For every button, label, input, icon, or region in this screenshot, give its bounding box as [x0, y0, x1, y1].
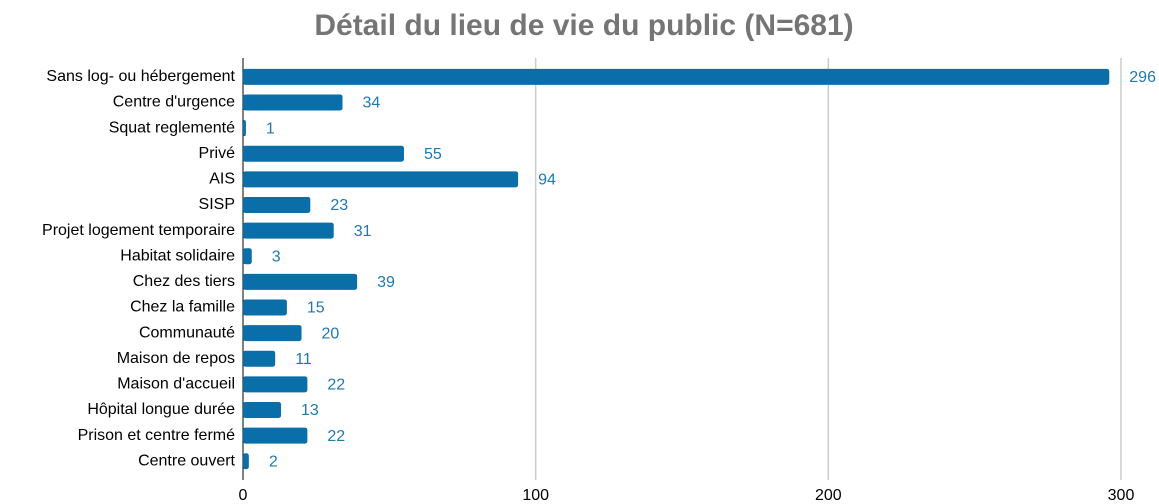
value-label: 11	[295, 351, 312, 368]
chart-title: Détail du lieu de vie du public (N=681)	[314, 9, 853, 42]
bar	[243, 94, 343, 111]
value-label: 31	[354, 223, 372, 240]
value-label: 94	[538, 172, 556, 189]
bar	[243, 171, 519, 188]
y-tick-label: Prison et centre fermé	[78, 427, 236, 444]
x-tick-label: 0	[239, 487, 248, 504]
bar	[243, 248, 252, 265]
y-tick-label: Maison de repos	[117, 350, 235, 367]
bar	[243, 325, 302, 342]
value-label: 2	[269, 453, 278, 470]
bar	[243, 273, 358, 290]
value-label: 3	[272, 248, 281, 265]
value-label: 39	[377, 274, 395, 291]
value-label: 20	[322, 325, 340, 342]
bar	[243, 350, 276, 367]
bar	[243, 299, 287, 316]
y-tick-label: Squat reglementé	[109, 119, 235, 136]
y-tick-label: Communauté	[139, 324, 235, 341]
bar	[243, 453, 249, 470]
y-tick-label: Projet logement temporaire	[42, 222, 235, 239]
y-tick-label: Sans log- ou hébergement	[46, 68, 235, 85]
value-label: 296	[1129, 69, 1156, 86]
value-label: 23	[330, 197, 348, 214]
x-tick-label: 300	[1108, 487, 1135, 504]
x-tick-label: 200	[815, 487, 842, 504]
bar	[243, 401, 282, 418]
value-label: 34	[363, 95, 381, 112]
bar	[243, 427, 308, 444]
value-label: 1	[266, 120, 275, 137]
bar	[243, 68, 1110, 85]
value-label: 15	[307, 300, 325, 317]
bar	[243, 196, 311, 213]
bar	[243, 120, 246, 137]
value-label: 22	[327, 428, 345, 445]
y-tick-label: AIS	[209, 171, 235, 188]
y-tick-label: Habitat solidaire	[120, 247, 235, 264]
x-tick-label: 100	[522, 487, 549, 504]
bar	[243, 145, 404, 162]
bar	[243, 376, 308, 393]
value-label: 13	[301, 402, 319, 419]
y-tick-label: Hôpital longue durée	[87, 401, 235, 418]
value-label: 55	[424, 146, 442, 163]
y-tick-label: Centre ouvert	[138, 452, 235, 469]
y-tick-label: Maison d'accueil	[117, 376, 235, 393]
y-tick-label: Privé	[199, 145, 236, 162]
y-tick-label: Chez des tiers	[133, 273, 235, 290]
y-tick-label: Centre d'urgence	[113, 94, 235, 111]
y-tick-label: Chez la famille	[130, 299, 235, 316]
bar	[243, 222, 334, 239]
y-tick-label: SISP	[199, 196, 235, 213]
value-label: 22	[327, 377, 345, 394]
